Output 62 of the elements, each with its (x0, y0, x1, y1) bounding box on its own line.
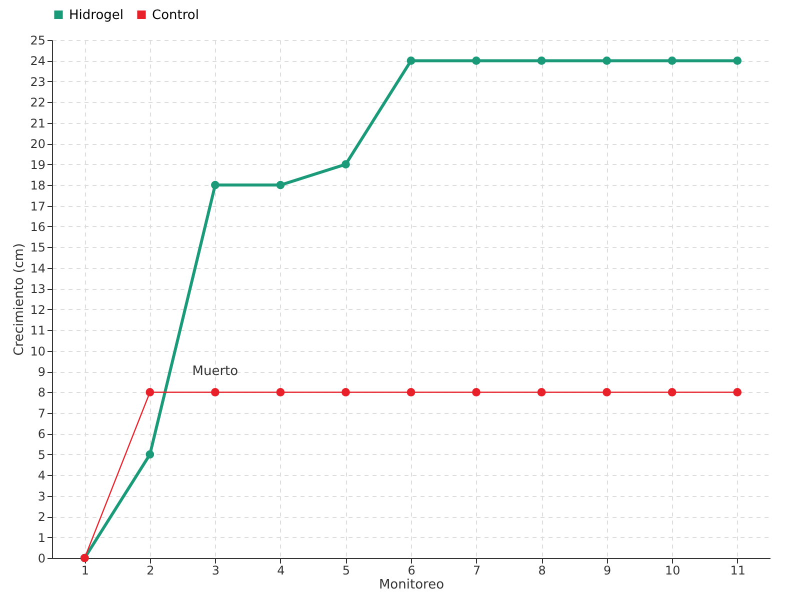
point (472, 56, 480, 65)
y-tick-label: 9 (38, 365, 46, 380)
x-tick-label: 4 (277, 564, 285, 578)
point (406, 388, 416, 396)
y-tick-label: 20 (30, 137, 46, 152)
y-tick-label: 22 (30, 96, 46, 110)
y-tick-label: 21 (30, 116, 46, 130)
point (537, 56, 546, 65)
y-tick-label: 7 (38, 406, 46, 420)
point (406, 56, 416, 65)
y-tick-label: 14 (30, 261, 46, 276)
point (211, 180, 220, 190)
x-tick-label: 6 (408, 564, 416, 578)
point (276, 180, 285, 190)
point (342, 160, 350, 168)
y-tick-label: 11 (30, 324, 46, 338)
x-tick-label: 10 (664, 564, 680, 578)
y-tick-label: 4 (38, 468, 46, 483)
y-tick-label: 17 (30, 199, 46, 214)
point (668, 388, 676, 396)
y-tick-label: 18 (30, 178, 46, 193)
point (276, 388, 285, 396)
point (733, 56, 742, 65)
y-tick-label: 24 (30, 54, 46, 68)
x-tick-label: 1 (81, 564, 89, 578)
x-tick-label: 5 (342, 564, 350, 578)
y-tick-label: 23 (30, 74, 46, 89)
y-tick-label: 0 (38, 552, 46, 566)
y-tick-label: 12 (30, 302, 46, 317)
point (472, 388, 480, 396)
x-tick-label: 7 (472, 564, 481, 578)
x-tick-label: 3 (212, 564, 220, 578)
x-tick-label: 9 (604, 564, 612, 578)
x-tick-label: 2 (146, 564, 154, 578)
point (211, 388, 220, 396)
point (733, 388, 742, 396)
y-tick-label: 6 (38, 427, 46, 442)
legend-label: Hidrogel (69, 8, 124, 23)
y-tick-label: 3 (38, 489, 46, 504)
y-tick-label: 15 (30, 240, 46, 255)
point (146, 450, 154, 459)
y-tick-label: 16 (30, 220, 46, 234)
x-tick-label: 11 (730, 564, 746, 578)
point (602, 56, 611, 65)
point (146, 388, 154, 396)
y-axis-title: Crecimiento (cm) (12, 243, 28, 356)
x-axis-title: Monitoreo (378, 578, 444, 592)
legend-label: Control (152, 8, 199, 23)
y-tick-label: 5 (38, 448, 46, 462)
x-tick-label: 8 (538, 564, 546, 578)
annotation: Muerto (192, 364, 238, 380)
y-tick-label: 13 (30, 282, 46, 296)
y-tick-label: 2 (38, 510, 46, 524)
y-tick-label: 25 (30, 34, 46, 48)
point (537, 388, 546, 396)
y-tick-label: 8 (38, 386, 46, 400)
point (602, 388, 611, 396)
point (668, 56, 676, 65)
y-tick-label: 10 (30, 344, 46, 358)
y-tick-label: 19 (30, 158, 46, 172)
point (342, 388, 350, 396)
y-tick-label: 1 (38, 530, 46, 545)
